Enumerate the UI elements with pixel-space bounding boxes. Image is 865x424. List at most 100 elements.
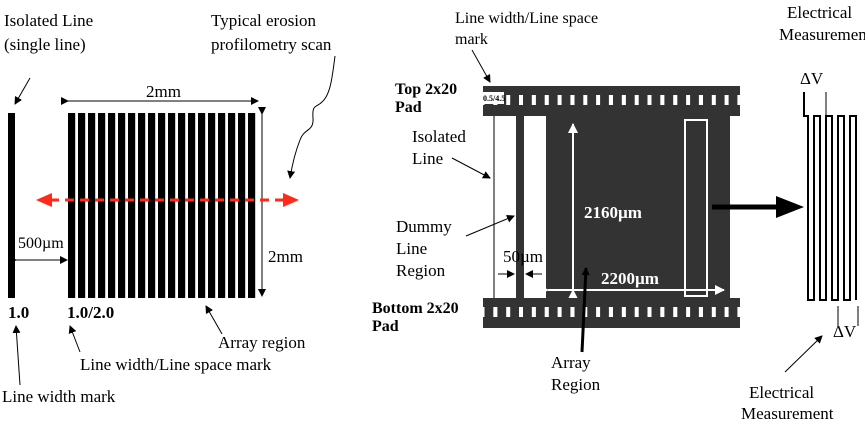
dummy-region-label-3: Region <box>396 261 446 280</box>
isolated-mark-value: 1.0 <box>8 303 29 322</box>
scan-arrow-right <box>283 193 299 207</box>
pad-contact <box>561 307 571 317</box>
array-mark-value: 1.0/2.0 <box>67 303 114 322</box>
dummy-line <box>516 116 524 298</box>
top-pad-label-2: Pad <box>395 99 422 116</box>
mark-value: 0.5/4.5 <box>483 94 505 103</box>
array-line <box>168 113 176 298</box>
pad-contact <box>677 307 687 317</box>
pad-contact <box>587 307 597 317</box>
array-line <box>138 113 146 298</box>
dummy-region-label-2: Line <box>396 239 427 258</box>
pad-contact <box>715 95 725 105</box>
pad-contact <box>535 95 545 105</box>
dummy-region-label-1: Dummy <box>396 217 452 236</box>
pad-contact <box>625 307 635 317</box>
measurement-bottom-label-1: Electrical <box>749 383 814 402</box>
pad-contact <box>715 307 725 317</box>
pad-contact <box>497 307 507 317</box>
array-region-label: Array region <box>218 333 306 352</box>
array-line <box>228 113 236 298</box>
pad-contact <box>703 307 712 317</box>
gap-dimension-label: 50µm <box>503 247 543 266</box>
pad-bar <box>483 317 740 328</box>
bottom-pad <box>483 298 740 328</box>
pad-contact <box>548 95 558 105</box>
rp-isolated-pointer <box>451 157 491 179</box>
bottom-pad-label-1: Bottom 2x20 <box>372 300 459 317</box>
left-panel: Isolated Line (single line) 2mm 2mm Typi… <box>2 11 336 406</box>
pad-contact <box>690 95 699 105</box>
delta-v-bottom: ΔV <box>833 322 857 341</box>
measurement-line-outline <box>684 119 708 297</box>
isolated-line-label-2: (single line) <box>4 35 86 54</box>
rp-width-label: 2200µm <box>601 269 659 288</box>
pad-contact <box>728 95 738 105</box>
top-pad-label-1: Top 2x20 <box>395 81 457 98</box>
pad-contact <box>651 95 661 105</box>
pad-contact <box>587 95 597 105</box>
array-line <box>78 113 86 298</box>
height-dimension-label: 2mm <box>268 247 303 266</box>
array-line <box>98 113 106 298</box>
measurement-bottom-pointer <box>784 335 823 373</box>
pad-contact <box>664 95 674 105</box>
delta-v-top: ΔV <box>800 69 824 88</box>
array-line <box>178 113 186 298</box>
pad-contact <box>638 95 648 105</box>
scan-pointer <box>287 55 336 179</box>
rp-linespace-label-1: Line width/Line space <box>455 10 598 27</box>
measurement-bottom-label-2: Measurement <box>741 404 834 423</box>
array-region-pointer <box>205 305 223 335</box>
array-line <box>208 113 216 298</box>
pad-contact <box>613 95 622 105</box>
pad-contact <box>651 307 661 317</box>
dummy-region-pointer <box>465 215 515 237</box>
array-line <box>148 113 156 298</box>
linespace-mark-label: Line width/Line space mark <box>80 355 272 374</box>
scan-label-1: Typical erosion <box>211 11 317 30</box>
pad-bar <box>483 105 740 116</box>
pad-contact <box>600 307 609 317</box>
pad-contact <box>625 95 635 105</box>
pad-contact <box>728 307 738 317</box>
pad-contact <box>523 307 532 317</box>
pad-contact <box>690 307 699 317</box>
array-line <box>248 113 256 298</box>
pad-contact <box>510 95 519 105</box>
pad-contact <box>523 95 532 105</box>
serpentine-line <box>803 92 857 301</box>
rp-linespace-label-2: mark <box>455 31 488 48</box>
top-pad <box>483 86 740 116</box>
isolated-line-label-1: Isolated Line <box>4 11 93 30</box>
pad-contact <box>600 95 609 105</box>
array-line <box>158 113 166 298</box>
pad-contact <box>664 307 674 317</box>
pad-contact <box>574 307 584 317</box>
pad-contact <box>703 95 712 105</box>
pad-contact <box>574 95 584 105</box>
pad-bar <box>483 298 740 307</box>
linewidth-mark-pointer <box>12 325 21 386</box>
bottom-pad-label-2: Pad <box>372 318 399 335</box>
connection-arrow-head <box>776 196 804 218</box>
pad-contact <box>484 307 494 317</box>
rp-linespace-pointer <box>471 49 491 83</box>
pad-contact <box>548 307 558 317</box>
pad-contact <box>677 95 687 105</box>
array-line <box>68 113 76 298</box>
width-dimension-label: 2mm <box>146 82 181 101</box>
pad-contact <box>613 307 622 317</box>
array-line <box>118 113 126 298</box>
linespace-mark-pointer <box>68 325 81 353</box>
rp-isolated-label-1: Isolated <box>412 127 466 146</box>
array-line <box>238 113 246 298</box>
scan-arrow-left <box>36 193 52 207</box>
pad-contact <box>561 95 571 105</box>
right-panel: Line width/Line space mark Top 2x20 Pad … <box>372 3 865 423</box>
rp-array-label-1: Array <box>551 353 591 372</box>
measurement-top-label-2: Measurement <box>779 25 865 44</box>
rp-isolated-label-2: Line <box>412 149 443 168</box>
pad-contact <box>535 307 545 317</box>
pad-bar <box>483 86 740 95</box>
